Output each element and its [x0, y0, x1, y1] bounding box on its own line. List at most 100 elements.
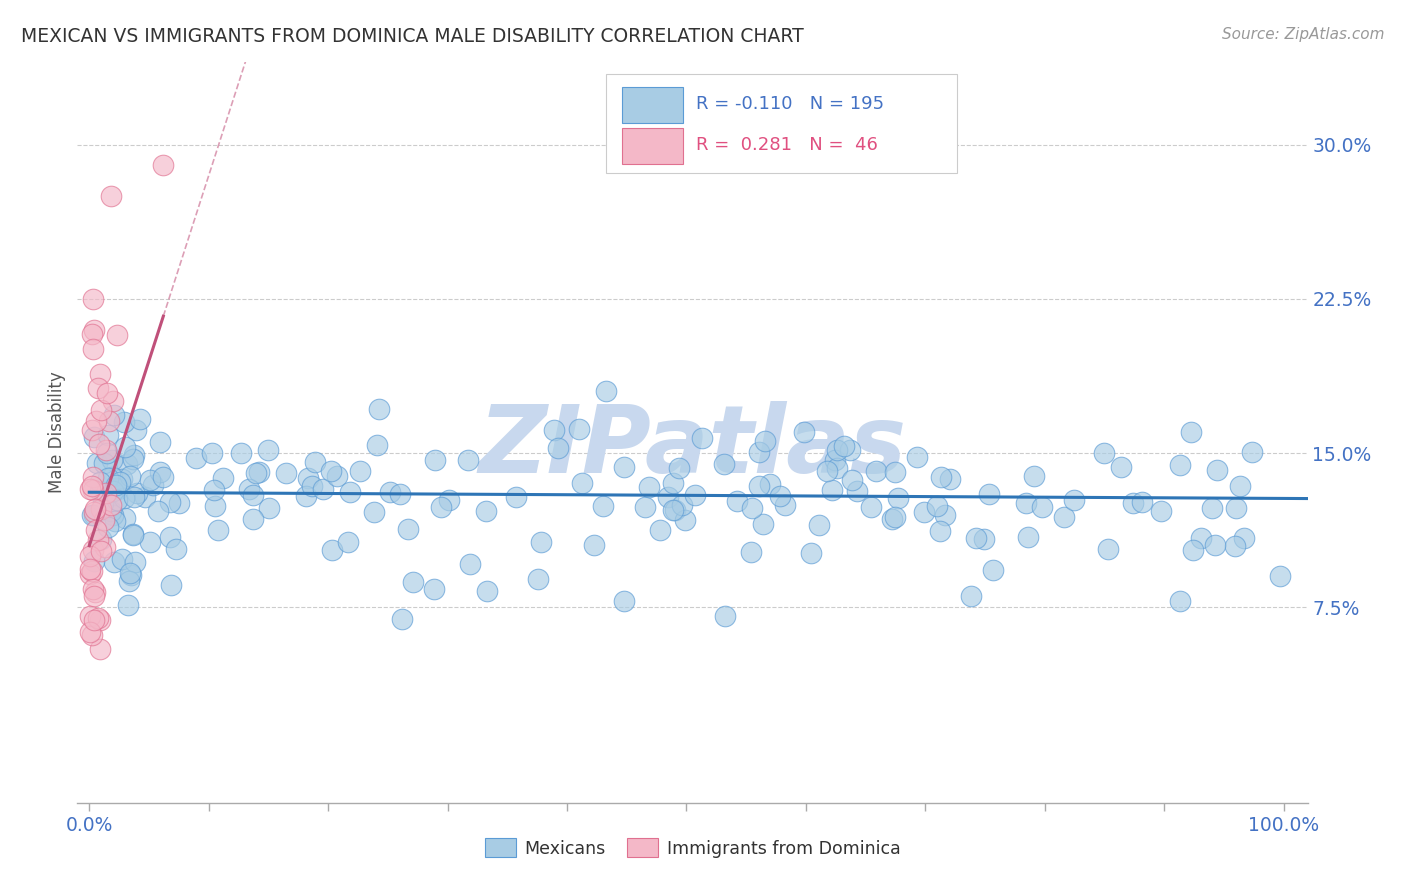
Point	[1225, 501, 1247, 516]
Point	[100, 189, 122, 203]
Point	[90, 501, 112, 516]
Point	[115, 457, 138, 471]
Point	[83, 585, 105, 599]
Point	[650, 523, 672, 537]
Point	[832, 439, 855, 453]
Text: R =  0.281   N =  46: R = 0.281 N = 46	[696, 136, 877, 154]
Point	[423, 582, 446, 597]
Point	[582, 538, 605, 552]
Point	[883, 465, 905, 479]
Point	[80, 508, 103, 522]
Point	[295, 489, 318, 503]
Point	[938, 472, 960, 486]
Point	[212, 470, 235, 484]
Point	[304, 455, 326, 469]
Point	[301, 479, 323, 493]
Point	[683, 488, 706, 502]
Point	[91, 495, 114, 509]
Point	[229, 446, 252, 460]
Point	[159, 495, 181, 509]
Point	[821, 483, 844, 497]
Point	[838, 443, 860, 458]
Point	[800, 546, 823, 560]
Point	[139, 474, 162, 488]
Point	[87, 611, 110, 625]
Point	[460, 558, 482, 572]
Point	[105, 481, 128, 495]
Point	[934, 508, 956, 522]
Point	[97, 413, 120, 427]
Point	[103, 508, 125, 523]
Point	[83, 508, 105, 522]
Point	[754, 434, 776, 448]
Point	[860, 500, 883, 515]
Point	[86, 533, 108, 547]
Point	[321, 542, 343, 557]
Point	[457, 453, 479, 467]
Y-axis label: Male Disability: Male Disability	[48, 372, 66, 493]
Point	[112, 491, 135, 506]
Point	[475, 503, 498, 517]
Point	[167, 496, 190, 510]
Point	[90, 402, 112, 417]
Point	[149, 465, 172, 479]
Point	[79, 482, 101, 496]
Point	[925, 500, 948, 514]
Point	[139, 534, 162, 549]
Point	[1268, 569, 1291, 583]
Point	[475, 584, 498, 599]
Point	[337, 535, 360, 549]
Point	[134, 490, 156, 504]
Point	[793, 425, 815, 439]
Point	[242, 512, 264, 526]
Point	[100, 453, 122, 467]
Point	[83, 505, 105, 519]
Point	[965, 531, 987, 545]
Point	[152, 158, 174, 172]
Point	[122, 448, 145, 462]
Point	[824, 453, 846, 467]
Point	[1180, 425, 1202, 439]
Point	[86, 414, 108, 428]
Point	[905, 450, 928, 464]
Point	[90, 544, 112, 558]
Point	[613, 459, 636, 474]
Point	[1223, 539, 1246, 553]
Point	[349, 464, 371, 478]
Point	[713, 457, 735, 471]
Point	[884, 510, 907, 524]
Legend: Mexicans, Immigrants from Dominica: Mexicans, Immigrants from Dominica	[478, 831, 907, 864]
Point	[1170, 594, 1192, 608]
Point	[759, 476, 782, 491]
Point	[152, 470, 174, 484]
Point	[89, 613, 111, 627]
Point	[402, 574, 425, 589]
Point	[101, 470, 124, 484]
Text: MEXICAN VS IMMIGRANTS FROM DOMINICA MALE DISABILITY CORRELATION CHART: MEXICAN VS IMMIGRANTS FROM DOMINICA MALE…	[21, 27, 804, 45]
Point	[1022, 469, 1045, 483]
Point	[82, 424, 104, 438]
Point	[912, 505, 935, 519]
Point	[79, 561, 101, 575]
Point	[238, 482, 260, 496]
Point	[960, 589, 983, 603]
Point	[425, 452, 447, 467]
Point	[664, 503, 686, 517]
Point	[79, 624, 101, 639]
Point	[769, 489, 792, 503]
Point	[107, 328, 129, 343]
Point	[84, 502, 107, 516]
Point	[595, 384, 617, 398]
Point	[112, 415, 135, 429]
Point	[160, 577, 183, 591]
Point	[363, 505, 385, 519]
Point	[274, 466, 297, 480]
Point	[1150, 504, 1173, 518]
Point	[368, 401, 391, 416]
Point	[1181, 543, 1204, 558]
Point	[149, 434, 172, 449]
Point	[297, 471, 319, 485]
Point	[530, 535, 553, 549]
Point	[773, 499, 796, 513]
Point	[100, 498, 122, 512]
